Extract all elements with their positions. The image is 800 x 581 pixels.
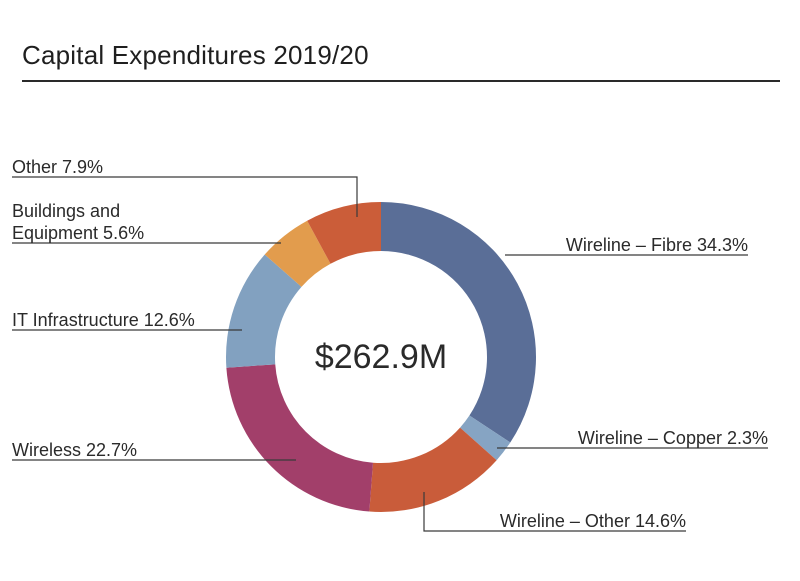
leader-lines-layer	[12, 176, 768, 532]
slice-buildings-and-equipment	[264, 220, 331, 287]
slice-label-line: Equipment 5.6%	[12, 223, 144, 243]
slice-other	[307, 202, 381, 264]
slice-label-it-infrastructure: IT Infrastructure 12.6%	[12, 310, 195, 330]
center-total-label: $262.9M	[315, 338, 447, 376]
leader-line-other	[12, 176, 358, 217]
slice-label-wireline-copper: Wireline – Copper 2.3%	[578, 428, 768, 448]
slice-label-wireless: Wireless 22.7%	[12, 440, 137, 460]
slice-label-buildings-and-equipment: Buildings and Equipment 5.6%	[12, 201, 144, 243]
slice-wireline-fibre	[381, 202, 536, 443]
slice-label-line: Buildings and	[12, 201, 120, 221]
labels-layer: Wireline – Fibre 34.3% Wireline – Copper …	[12, 157, 768, 531]
title-divider	[22, 80, 780, 82]
slice-label-wireline-other: Wireline – Other 14.6%	[500, 511, 686, 531]
page-title: Capital Expenditures 2019/20	[22, 40, 369, 70]
slice-label-wireline-fibre: Wireline – Fibre 34.3%	[566, 235, 748, 255]
slice-wireline-copper	[460, 415, 511, 461]
slice-wireless	[226, 364, 374, 512]
slice-wireline-other	[369, 427, 497, 513]
slices-layer	[226, 202, 536, 513]
leader-line-wireline-other	[423, 492, 686, 532]
slice-label-other: Other 7.9%	[12, 157, 103, 177]
slice-it-infrastructure	[226, 254, 302, 368]
